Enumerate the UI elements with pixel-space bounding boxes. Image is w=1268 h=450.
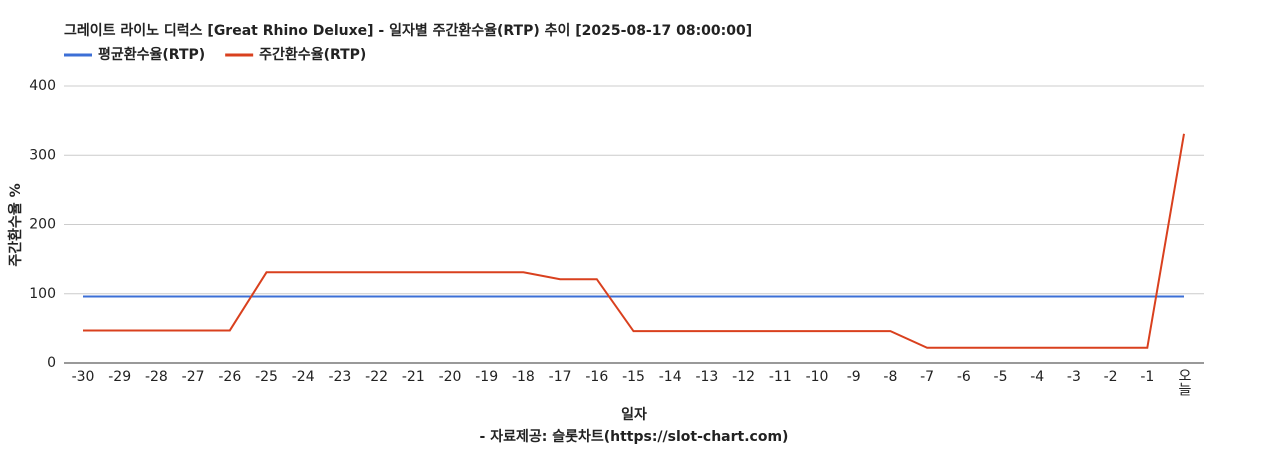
x-tick-label: -13 bbox=[695, 369, 718, 385]
x-tick-label: -9 bbox=[847, 369, 861, 385]
x-tick-label: -30 bbox=[72, 369, 95, 385]
x-tick-label: -28 bbox=[145, 369, 168, 385]
y-tick-label: 100 bbox=[29, 286, 56, 302]
x-tick-label: -3 bbox=[1067, 369, 1081, 385]
x-tick-label: -26 bbox=[218, 369, 241, 385]
y-tick-label: 0 bbox=[47, 355, 56, 371]
x-axis-label: 일자 bbox=[621, 407, 647, 423]
x-tick-label: -29 bbox=[108, 369, 131, 385]
x-tick-label: -7 bbox=[920, 369, 934, 385]
source-note: - 자료제공: 슬롯차트(https://slot-chart.com) bbox=[480, 429, 789, 445]
x-tick-label: -5 bbox=[994, 369, 1008, 385]
x-tick-label: -24 bbox=[292, 369, 315, 385]
x-tick-label: -27 bbox=[182, 369, 205, 385]
x-tick-label: -6 bbox=[957, 369, 971, 385]
y-tick-label: 200 bbox=[29, 217, 56, 233]
y-tick-label: 400 bbox=[29, 78, 56, 94]
x-tick-label: -15 bbox=[622, 369, 645, 385]
x-tick-label: -14 bbox=[659, 369, 682, 385]
x-tick-label: -8 bbox=[883, 369, 897, 385]
x-tick-label: -22 bbox=[365, 369, 388, 385]
x-tick-label: -17 bbox=[549, 369, 572, 385]
x-tick-label: -10 bbox=[806, 369, 829, 385]
x-tick-label: -18 bbox=[512, 369, 535, 385]
x-tick-label: -2 bbox=[1104, 369, 1118, 385]
x-tick-label: -25 bbox=[255, 369, 278, 385]
x-tick-label: -21 bbox=[402, 369, 425, 385]
y-axis-label: 주간환수율 % bbox=[7, 183, 24, 266]
data-line bbox=[83, 133, 1185, 349]
x-tick-label: -16 bbox=[585, 369, 608, 385]
x-tick-label: 오늘 bbox=[1176, 368, 1192, 396]
x-tick-label: -1 bbox=[1140, 369, 1154, 385]
legend-label: 주간환수율(RTP) bbox=[259, 46, 366, 63]
x-tick-label: -23 bbox=[328, 369, 351, 385]
chart-title: 그레이트 라이노 디럭스 [Great Rhino Deluxe] - 일자별 … bbox=[64, 22, 752, 39]
x-tick-label: -19 bbox=[475, 369, 498, 385]
x-tick-label: -20 bbox=[439, 369, 462, 385]
legend-label: 평균환수율(RTP) bbox=[98, 46, 205, 63]
x-tick-label: -12 bbox=[732, 369, 755, 385]
x-tick-label: -11 bbox=[769, 369, 792, 385]
y-tick-label: 300 bbox=[29, 147, 56, 163]
x-tick-label: -4 bbox=[1030, 369, 1044, 385]
